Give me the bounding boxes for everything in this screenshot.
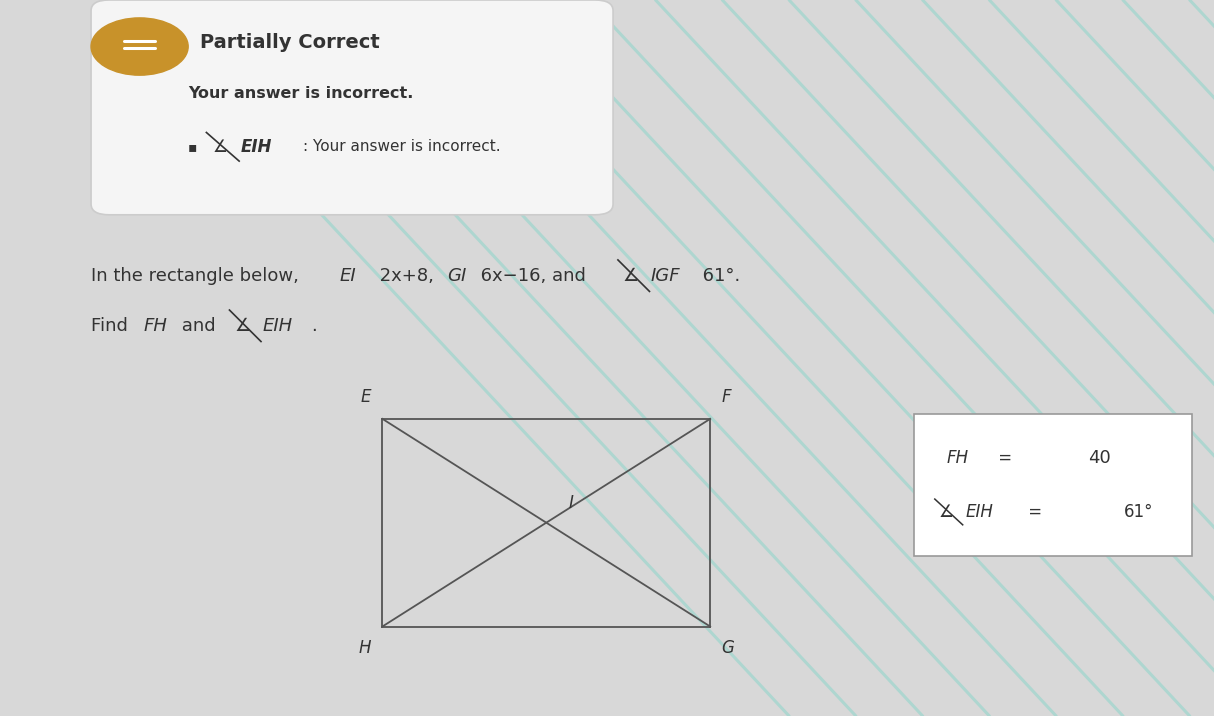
Text: F: F <box>721 388 731 406</box>
Text: ∠: ∠ <box>938 503 953 521</box>
Text: 6x−16, and: 6x−16, and <box>477 266 591 285</box>
Text: FH: FH <box>143 316 168 335</box>
Text: 61°: 61° <box>1124 503 1153 521</box>
Text: Find: Find <box>91 316 134 335</box>
Circle shape <box>125 61 142 71</box>
Text: EIH: EIH <box>965 503 993 521</box>
Text: =: = <box>993 449 1012 468</box>
Text: : Your answer is incorrect.: : Your answer is incorrect. <box>304 140 501 154</box>
Text: 40: 40 <box>1088 449 1111 468</box>
Text: G: G <box>721 639 734 657</box>
Text: GI: GI <box>447 266 466 285</box>
Text: FH: FH <box>947 449 969 468</box>
Text: H: H <box>359 639 371 657</box>
Text: 61°.: 61°. <box>699 266 741 285</box>
Text: EIH: EIH <box>240 137 272 156</box>
Text: EIH: EIH <box>262 316 293 335</box>
Text: E: E <box>361 388 371 406</box>
Circle shape <box>91 18 188 75</box>
Text: ∠: ∠ <box>623 266 639 285</box>
Text: ▪: ▪ <box>188 140 198 154</box>
Text: Partially Correct: Partially Correct <box>200 34 380 52</box>
Text: In the rectangle below,: In the rectangle below, <box>91 266 305 285</box>
Text: .: . <box>311 316 317 335</box>
FancyBboxPatch shape <box>914 414 1192 556</box>
Text: ∠: ∠ <box>212 137 227 156</box>
Text: 2x+8,: 2x+8, <box>376 266 439 285</box>
Text: I: I <box>568 494 573 513</box>
Text: Your answer is incorrect.: Your answer is incorrect. <box>188 86 414 100</box>
Text: EI: EI <box>340 266 357 285</box>
Text: ∠: ∠ <box>234 316 250 335</box>
Text: and: and <box>176 316 221 335</box>
FancyBboxPatch shape <box>91 0 613 215</box>
Text: IGF: IGF <box>651 266 680 285</box>
Text: =: = <box>1023 503 1043 521</box>
